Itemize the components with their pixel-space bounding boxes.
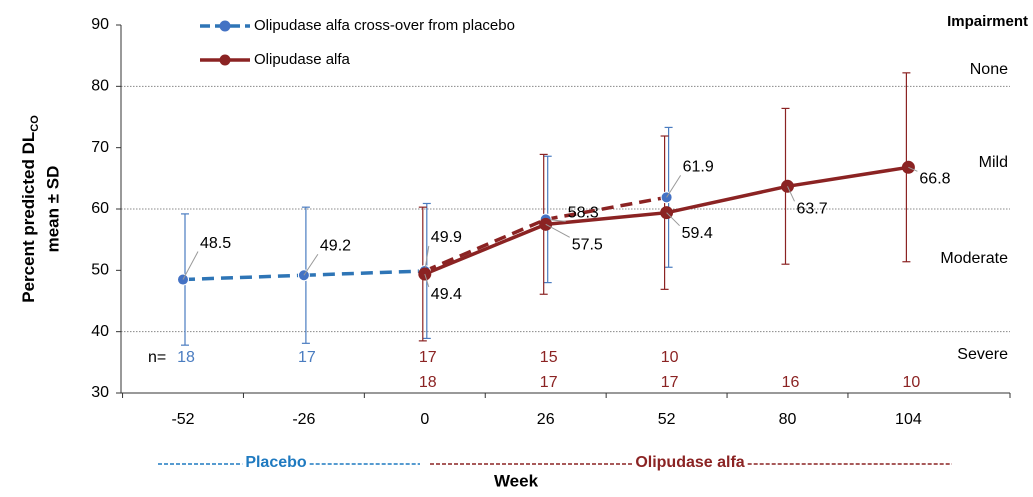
label-leader: [182, 251, 199, 280]
data-label: 66.8: [919, 171, 950, 188]
y-axis-label: Percent predicted DLCO: [19, 115, 40, 303]
label-leader: [424, 273, 430, 288]
x-tick-label: 104: [895, 411, 922, 428]
data-label: 63.7: [797, 201, 828, 218]
series-line-segment: [666, 184, 788, 215]
y-label-subscript: CO: [29, 115, 41, 132]
impairment-title: Impairment: [947, 13, 1028, 30]
legend-marker: [219, 20, 231, 32]
n-count: 10: [661, 349, 679, 366]
n-count: 17: [661, 374, 679, 391]
n-count: 15: [540, 349, 558, 366]
data-label: 58.3: [568, 205, 599, 222]
data-label: 57.5: [572, 237, 603, 254]
y-label-main: Percent predicted DL: [19, 132, 38, 303]
n-count: 16: [782, 374, 800, 391]
y-tick-label: 40: [91, 323, 109, 340]
x-axis-label: Week: [494, 471, 539, 490]
data-label: 49.2: [320, 237, 351, 254]
label-leader: [666, 175, 682, 198]
series-line-segment: [303, 269, 425, 277]
impairment-level: None: [970, 61, 1008, 78]
x-tick-label: 0: [420, 411, 429, 428]
data-label: 48.5: [200, 235, 231, 252]
series-line-segment: [787, 165, 909, 189]
n-count: 17: [298, 349, 316, 366]
n-count: 17: [540, 374, 558, 391]
n-count: 18: [177, 349, 195, 366]
impairment-level: Moderate: [940, 250, 1008, 267]
x-tick-label: 52: [658, 411, 676, 428]
data-label: 49.9: [431, 229, 462, 246]
label-leader: [666, 212, 680, 227]
label-leader: [545, 223, 570, 238]
impairment-level: Mild: [979, 154, 1008, 171]
legend-label: Olipudase alfa: [254, 51, 351, 68]
x-tick-label: 26: [537, 411, 555, 428]
x-tick-label: -26: [292, 411, 315, 428]
n-label: n=: [148, 349, 166, 366]
label-leader: [303, 253, 319, 276]
y-tick-label: 90: [91, 16, 109, 33]
data-label: 49.4: [431, 286, 462, 303]
legend-marker: [219, 54, 231, 66]
x-tick-label: -52: [171, 411, 194, 428]
y-tick-label: 30: [91, 384, 109, 401]
y-tick-label: 80: [91, 78, 109, 95]
phase-label: Olipudase alfa: [635, 454, 744, 471]
series-line-segment: [182, 273, 304, 282]
label-leader: [424, 245, 430, 272]
n-count: 10: [903, 374, 921, 391]
impairment-level: Severe: [957, 346, 1008, 363]
label-leader: [787, 186, 795, 202]
data-label: 59.4: [682, 225, 713, 242]
series-line-segment: [545, 210, 667, 227]
n-count: 18: [419, 374, 437, 391]
series-line-segment: [424, 222, 547, 276]
legend-label: Olipudase alfa cross-over from placebo: [254, 17, 515, 34]
n-count: 17: [419, 349, 437, 366]
x-tick-label: 80: [779, 411, 797, 428]
series-line-segment: [424, 217, 547, 273]
y-axis-label-line2: mean ± SD: [43, 166, 62, 253]
phase-label: Placebo: [245, 454, 307, 471]
y-tick-label: 60: [91, 200, 109, 217]
y-tick-label: 50: [91, 262, 109, 279]
label-leader: [908, 166, 918, 172]
data-label: 61.9: [683, 159, 714, 176]
series-line-segment: [545, 195, 667, 222]
y-tick-label: 70: [91, 139, 109, 156]
